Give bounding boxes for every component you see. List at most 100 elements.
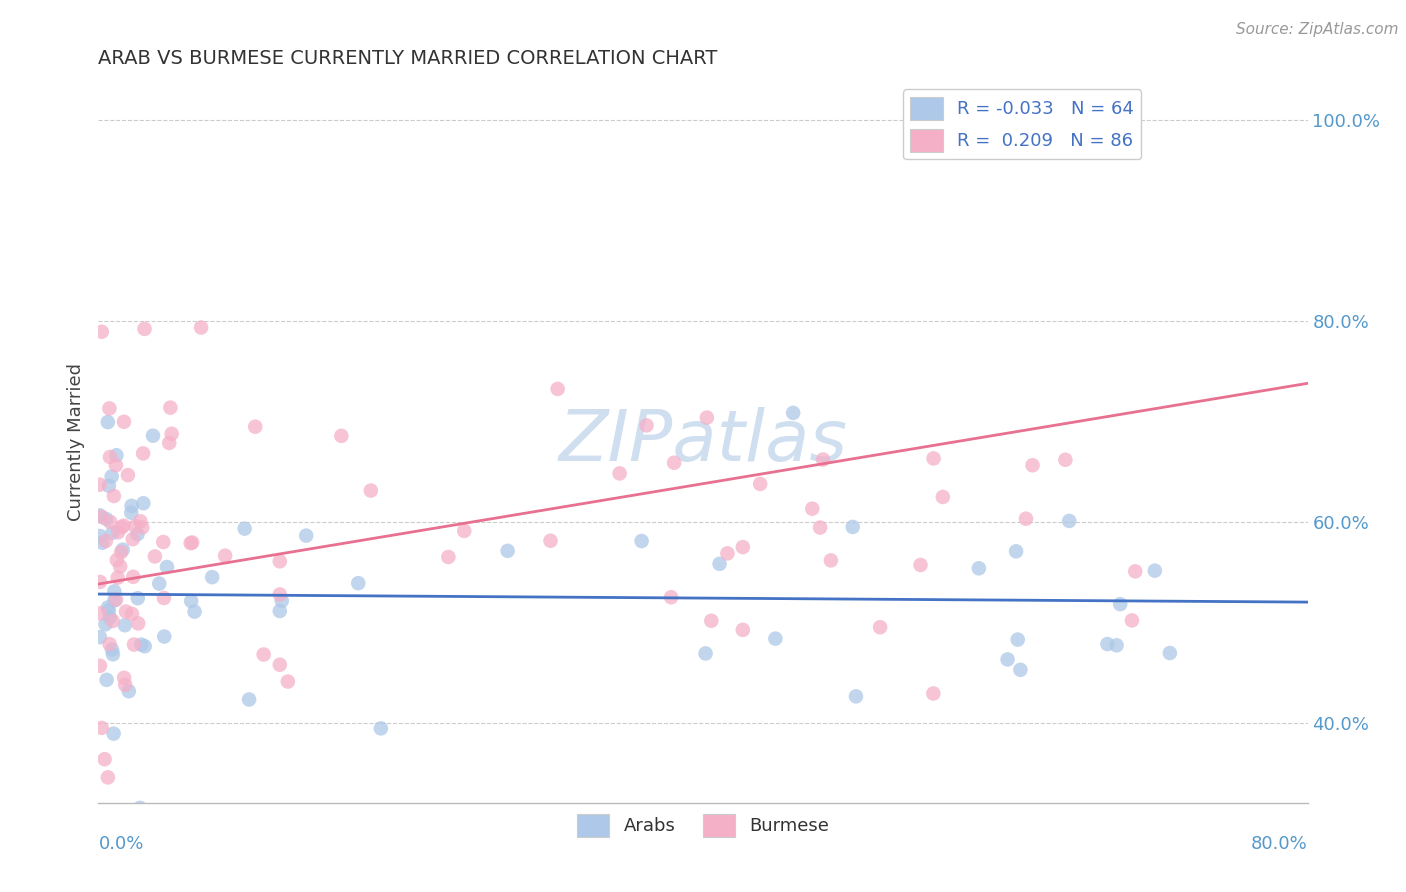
Point xyxy=(922,451,945,466)
Point xyxy=(238,692,260,706)
Point xyxy=(90,509,112,524)
Point xyxy=(180,536,202,550)
Point xyxy=(132,496,155,510)
Point xyxy=(91,535,114,549)
Point xyxy=(731,540,754,554)
Point xyxy=(370,722,392,736)
Point xyxy=(932,490,955,504)
Point xyxy=(111,520,134,534)
Point xyxy=(114,678,136,692)
Point xyxy=(132,446,155,460)
Point xyxy=(131,520,153,534)
Point xyxy=(253,648,276,662)
Point xyxy=(89,574,111,589)
Point xyxy=(96,673,118,687)
Point xyxy=(121,607,143,621)
Point xyxy=(214,549,236,563)
Legend: Arabs, Burmese: Arabs, Burmese xyxy=(569,806,837,845)
Point xyxy=(160,426,183,441)
Point xyxy=(112,518,135,533)
Point xyxy=(496,544,519,558)
Point xyxy=(100,515,122,529)
Point xyxy=(1097,637,1119,651)
Point xyxy=(1015,511,1038,525)
Point xyxy=(159,401,181,415)
Point xyxy=(1057,514,1080,528)
Point xyxy=(910,558,932,572)
Point xyxy=(1021,458,1043,473)
Point xyxy=(127,527,149,541)
Point xyxy=(105,553,128,567)
Point xyxy=(117,468,139,483)
Point xyxy=(107,525,129,540)
Point xyxy=(180,594,202,608)
Point xyxy=(103,489,125,503)
Point xyxy=(763,632,786,646)
Point xyxy=(108,559,131,574)
Point xyxy=(1010,663,1032,677)
Point xyxy=(1007,632,1029,647)
Point xyxy=(295,528,318,542)
Point xyxy=(127,591,149,606)
Point xyxy=(270,594,292,608)
Point xyxy=(134,322,156,336)
Point xyxy=(112,671,135,685)
Point xyxy=(152,535,174,549)
Point xyxy=(98,610,121,624)
Point xyxy=(129,801,152,815)
Point xyxy=(122,570,145,584)
Point xyxy=(131,638,153,652)
Point xyxy=(801,501,824,516)
Point xyxy=(96,512,118,526)
Point xyxy=(1109,597,1132,611)
Point xyxy=(134,639,156,653)
Point xyxy=(100,469,122,483)
Text: 0.0%: 0.0% xyxy=(98,835,143,854)
Point xyxy=(90,325,112,339)
Point xyxy=(94,534,117,549)
Point xyxy=(437,549,460,564)
Point xyxy=(330,429,353,443)
Point xyxy=(104,458,127,473)
Point xyxy=(782,406,804,420)
Point xyxy=(111,542,134,557)
Point xyxy=(97,770,120,784)
Point xyxy=(1159,646,1181,660)
Point xyxy=(700,614,723,628)
Point xyxy=(811,452,834,467)
Point xyxy=(97,600,120,615)
Point xyxy=(115,605,138,619)
Point xyxy=(127,616,149,631)
Point xyxy=(540,533,562,548)
Point xyxy=(347,576,370,591)
Point xyxy=(1005,544,1028,558)
Point xyxy=(98,637,121,651)
Point xyxy=(94,617,117,632)
Point xyxy=(709,557,731,571)
Point xyxy=(97,415,120,429)
Y-axis label: Currently Married: Currently Married xyxy=(66,362,84,521)
Point xyxy=(121,499,143,513)
Point xyxy=(609,467,631,481)
Point xyxy=(808,520,831,534)
Point xyxy=(101,648,124,662)
Point xyxy=(277,674,299,689)
Point xyxy=(97,479,120,493)
Point xyxy=(101,525,124,540)
Point xyxy=(269,554,291,568)
Text: ZIPatlas: ZIPatlas xyxy=(558,407,848,476)
Text: ARAB VS BURMESE CURRENTLY MARRIED CORRELATION CHART: ARAB VS BURMESE CURRENTLY MARRIED CORREL… xyxy=(98,48,718,68)
Point xyxy=(453,524,475,538)
Point xyxy=(922,686,945,700)
Point xyxy=(124,519,146,533)
Point xyxy=(869,620,891,634)
Point xyxy=(547,382,569,396)
Point xyxy=(89,529,111,543)
Point xyxy=(103,584,125,599)
Point xyxy=(107,571,129,585)
Point xyxy=(103,726,125,740)
Point xyxy=(183,605,205,619)
Point xyxy=(1121,614,1143,628)
Point xyxy=(731,623,754,637)
Point xyxy=(93,752,115,766)
